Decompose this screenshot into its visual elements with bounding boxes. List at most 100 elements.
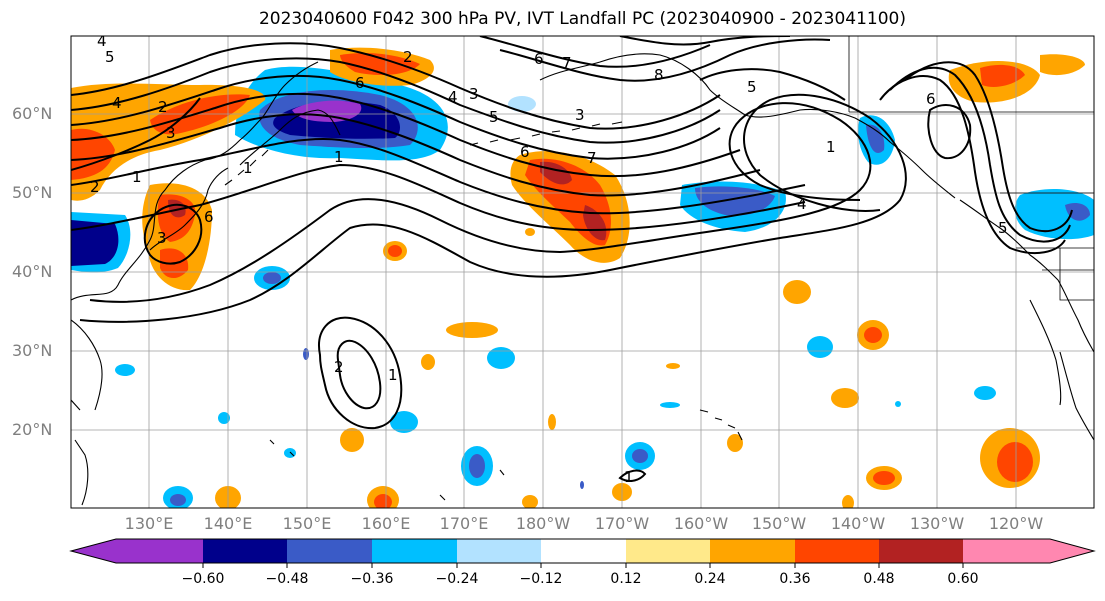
- colorbar-segment: [541, 539, 626, 563]
- lat-label-40n: 40°N: [12, 262, 53, 281]
- colorbar-segment: [795, 539, 879, 563]
- blob-pos: [388, 245, 402, 257]
- lon-label: 170°E: [439, 514, 489, 533]
- pv-contour: [879, 75, 1066, 255]
- contour-label: 3: [469, 85, 479, 103]
- contour-label: 3: [166, 124, 176, 142]
- contour-label: 1: [388, 366, 398, 384]
- coast-islands: [269, 439, 505, 501]
- lat-label-30n: 30°N: [12, 341, 53, 360]
- contour-label: 3: [157, 229, 167, 247]
- coast-aleutians: [469, 121, 623, 146]
- blob-pos: [446, 322, 498, 338]
- blob-pos: [831, 388, 859, 408]
- colorbar-outline: [69, 538, 1096, 564]
- coast-mexico: [1059, 351, 1094, 441]
- pv-contour: [889, 66, 1071, 243]
- lon-label: 120°W: [988, 514, 1044, 533]
- pv-contour: [89, 102, 872, 303]
- contour-label: 6: [355, 74, 365, 92]
- pv-contour-low-inner: [336, 340, 382, 410]
- lat-label-60n: 60°N: [12, 104, 53, 123]
- pv-contour: [71, 42, 721, 130]
- lon-label: 140°E: [203, 514, 253, 533]
- contour-label: 7: [562, 54, 572, 72]
- pv-contour: [927, 104, 972, 160]
- contour-label: 7: [587, 149, 597, 167]
- blob-pos: [666, 363, 680, 369]
- pv-contour: [143, 203, 203, 265]
- blob-neg: [469, 454, 485, 478]
- blob-neg: [632, 449, 648, 463]
- colorbar-tick-label: −0.24: [435, 571, 479, 587]
- lon-label: 130°E: [124, 514, 174, 533]
- colorbar-tick-label: −0.60: [181, 571, 225, 587]
- blob-neg: [390, 411, 418, 433]
- pv-contour-small: [618, 469, 647, 482]
- coast-alaska: [539, 53, 956, 199]
- colorbar-segment: [203, 539, 287, 563]
- pv-contour: [699, 68, 846, 101]
- contour-label: 2: [90, 178, 100, 196]
- colorbar-segment: [879, 539, 963, 563]
- contour-label: 1: [334, 148, 344, 166]
- contour-label: 1: [132, 168, 142, 186]
- contour-label: 5: [105, 48, 115, 66]
- lon-label: 160°W: [673, 514, 729, 533]
- colorbar-segment: [963, 539, 1094, 563]
- colorbar-segment: [626, 539, 710, 563]
- colorbar-segment: [710, 539, 795, 563]
- pv-contour: [71, 163, 806, 232]
- blob-neg: [660, 402, 680, 408]
- coast-bc: [959, 199, 1094, 353]
- lon-label: 130°W: [909, 514, 965, 533]
- blob-pos: [548, 414, 556, 430]
- contour-label: 5: [747, 78, 757, 96]
- colorbar-segment: [287, 539, 372, 563]
- colorbar: [69, 538, 1096, 568]
- pv-contour: [71, 97, 201, 171]
- contour-label: 6: [520, 143, 530, 161]
- blob-pos: [525, 228, 535, 236]
- blob-neg: [263, 272, 281, 284]
- contour-label: 2: [334, 358, 344, 376]
- contour-labels: 4 5 4 2 3 1 2 3 6 1 6 4 5 6 7 8 5 1 4 6 …: [90, 36, 1008, 486]
- contour-label: 1: [826, 138, 836, 156]
- blob-neg: [807, 336, 833, 358]
- neg-anomaly-west-core: [71, 220, 119, 266]
- contour-label: 2: [158, 98, 168, 116]
- contour-label: 2: [403, 48, 413, 66]
- map-title: 2023040600 F042 300 hPa PV, IVT Landfall…: [258, 9, 906, 29]
- pos-anomaly-bering-core: [340, 53, 420, 76]
- lat-label-50n: 50°N: [12, 183, 53, 202]
- coast-baja: [1029, 299, 1062, 406]
- contour-label: 3: [575, 106, 585, 124]
- contour-label: 5: [489, 108, 499, 126]
- neg-anomaly-nw-purple: [292, 100, 362, 122]
- contour-label: 4: [797, 195, 807, 213]
- blob-neg: [895, 401, 901, 407]
- neg-anomaly-coast-south: [1014, 188, 1094, 240]
- blob-neg: [487, 347, 515, 369]
- blob-neg: [218, 412, 230, 424]
- lon-label: 180°W: [515, 514, 571, 533]
- lat-label-20n: 20°N: [12, 420, 53, 439]
- blob-pos: [842, 495, 854, 508]
- blob-pos: [997, 442, 1033, 482]
- neg-anomaly-coast-north-core: [866, 124, 885, 153]
- lon-label: 160°E: [361, 514, 411, 533]
- colorbar-segment: [372, 539, 457, 563]
- pv-contour: [71, 92, 741, 178]
- lon-label: 140°W: [830, 514, 886, 533]
- shaded-fields: [71, 47, 1094, 508]
- pv-contour: [71, 74, 721, 160]
- blob-pos: [374, 494, 392, 508]
- contour-label: 4: [448, 88, 458, 106]
- colorbar-tick-label: 0.24: [694, 571, 726, 587]
- pv-contour: [71, 113, 761, 197]
- pv-contour: [904, 61, 1073, 233]
- colorbar-tick-label: 0.48: [863, 571, 895, 587]
- blob-neg: [170, 494, 186, 506]
- colorbar-tick-label: −0.12: [519, 571, 563, 587]
